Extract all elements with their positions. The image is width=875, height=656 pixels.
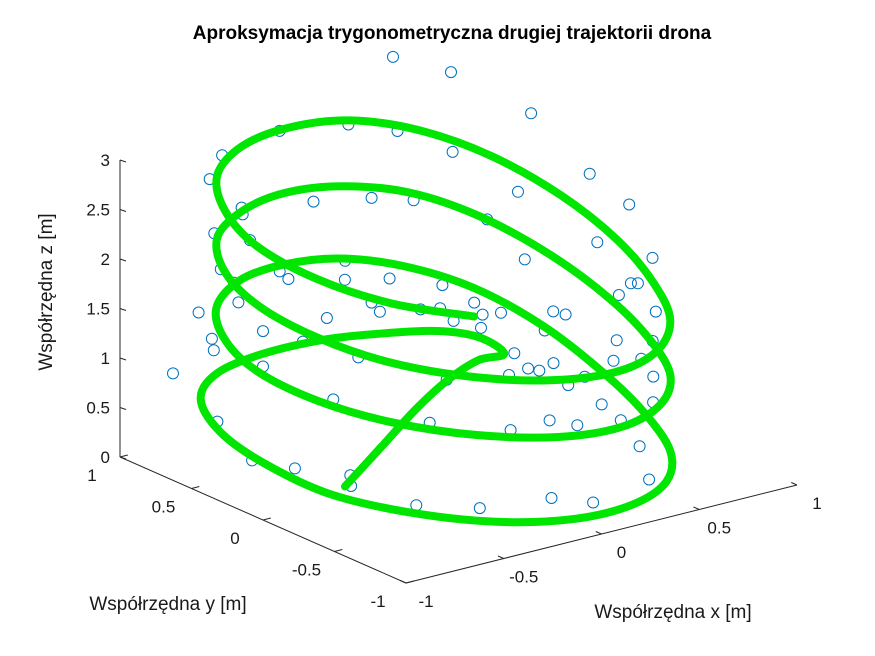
data-point-marker [595, 398, 608, 411]
y-tick-label: -0.5 [292, 561, 321, 580]
fitted-curve [196, 116, 677, 527]
data-point-marker [307, 195, 320, 208]
data-point-marker [207, 344, 220, 357]
data-point-marker [445, 66, 457, 79]
data-point-marker [610, 334, 623, 347]
data-point-marker [468, 296, 481, 309]
data-point-marker [647, 370, 660, 383]
data-point-marker [518, 253, 531, 266]
data-point-marker [383, 272, 396, 285]
y-tick-mark [119, 454, 128, 458]
y-tick-label: 1 [87, 466, 96, 485]
data-point-marker [167, 367, 179, 380]
data-point-marker [646, 251, 659, 264]
x-tick-mark [400, 580, 407, 584]
z-tick-label: 0 [101, 448, 110, 467]
data-point-marker [643, 473, 656, 486]
data-point-marker [545, 492, 558, 504]
data-point-marker [387, 50, 399, 63]
data-point-marker [205, 332, 218, 345]
z-tick-label: 1 [101, 349, 110, 368]
data-point-marker [495, 306, 507, 319]
data-point-marker [282, 273, 295, 285]
data-point-marker [607, 354, 620, 367]
z-tick-mark [119, 407, 127, 410]
x-tick-label: 0.5 [707, 519, 731, 538]
x-tick-mark [791, 482, 798, 486]
z-tick-mark [119, 159, 127, 163]
data-point-marker [473, 502, 486, 515]
data-point-marker [257, 325, 269, 338]
x-tick-label: -1 [418, 592, 433, 611]
data-point-marker [508, 347, 521, 360]
data-point-marker [633, 440, 646, 453]
x-tick-mark [595, 531, 602, 535]
x-tick-label: -0.5 [509, 568, 538, 587]
y-tick-label: -1 [370, 592, 385, 611]
y-axis-label: Współrzędna y [m] [89, 594, 246, 615]
data-point-marker [476, 308, 489, 321]
y-tick-mark [262, 517, 271, 521]
x-tick-mark [693, 506, 700, 510]
y-tick-mark [191, 486, 200, 489]
data-point-marker [365, 191, 378, 204]
y-tick-mark [334, 549, 343, 552]
z-tick-mark [119, 308, 127, 311]
data-point-marker [475, 321, 487, 334]
data-point-marker [533, 364, 546, 377]
x-axis-label: Współrzędna x [m] [594, 602, 751, 623]
z-tick-mark [119, 209, 127, 212]
data-point-marker [192, 306, 205, 319]
data-point-marker [512, 185, 524, 198]
y-tick-mark [405, 580, 414, 584]
z-tick-label: 2.5 [86, 201, 110, 220]
x-tick-label: 0 [617, 543, 626, 562]
data-point-marker [623, 198, 636, 211]
data-point-marker [591, 236, 604, 249]
z-tick-label: 0.5 [86, 399, 110, 418]
data-point-marker [338, 273, 351, 286]
data-point-marker [559, 308, 572, 321]
data-point-marker [612, 289, 625, 301]
z-tick-mark [119, 258, 127, 262]
z-tick-mark [119, 456, 127, 460]
data-point-marker [543, 414, 556, 427]
data-point-marker [631, 277, 644, 290]
y-tick-label: 0.5 [152, 498, 176, 517]
x-tick-label: 1 [812, 494, 821, 513]
data-point-marker [583, 167, 596, 180]
data-point-marker [373, 305, 386, 318]
data-point-marker [320, 312, 333, 324]
data-point-marker [649, 305, 662, 318]
data-point-marker [525, 107, 538, 120]
trajectory-approximation-line [196, 116, 677, 527]
data-point-marker [547, 357, 560, 370]
data-point-marker [571, 419, 584, 432]
data-point-marker [232, 296, 245, 309]
z-tick-label: 1.5 [86, 300, 110, 319]
x-tick-mark [497, 555, 504, 559]
chart-title: Aproksymacja trygonometryczna drugiej tr… [193, 23, 712, 44]
data-point-marker [624, 277, 637, 290]
data-point-marker [587, 496, 600, 509]
data-point-marker [522, 362, 535, 375]
data-point-marker [288, 462, 301, 475]
data-point-marker [446, 145, 459, 158]
z-tick-label: 2 [101, 250, 110, 269]
z-tick-label: 3 [101, 151, 110, 170]
y-tick-label: 0 [230, 529, 239, 548]
data-point-marker [547, 305, 560, 318]
z-tick-mark [119, 357, 127, 361]
z-axis-label: Współrzędna z [m] [36, 213, 57, 370]
